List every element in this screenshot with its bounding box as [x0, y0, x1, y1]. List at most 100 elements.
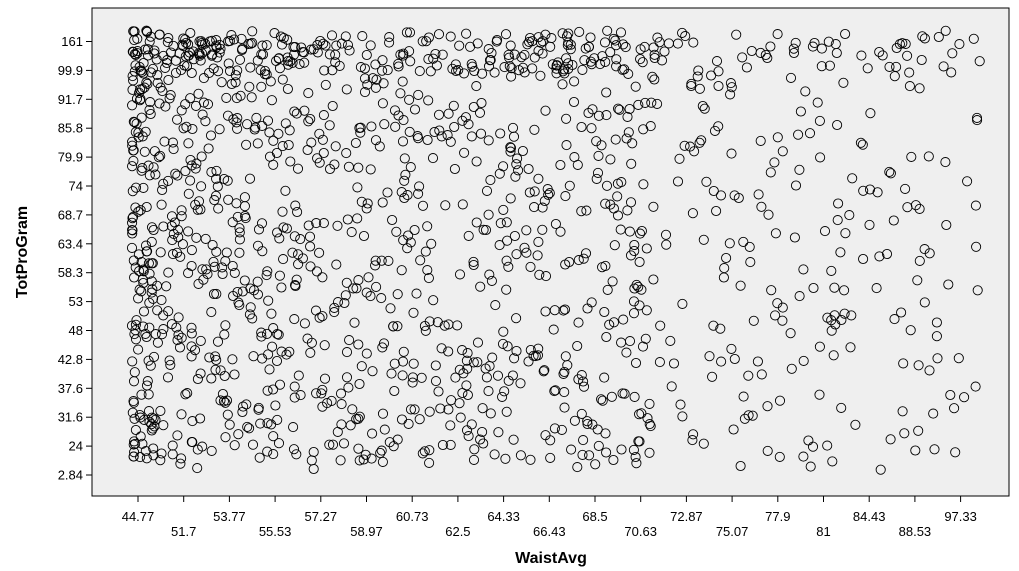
data-point: [845, 342, 856, 353]
data-point: [521, 247, 532, 258]
data-point: [183, 226, 194, 237]
data-point: [655, 320, 666, 331]
data-point: [900, 38, 911, 49]
data-point: [312, 153, 323, 164]
y-tick-label: 58.3: [58, 265, 83, 280]
data-point: [698, 438, 709, 449]
data-point: [601, 110, 612, 121]
data-point: [305, 44, 317, 55]
data-point: [145, 360, 156, 371]
data-point: [376, 445, 387, 456]
data-point: [635, 44, 646, 55]
data-point: [261, 270, 272, 281]
data-point: [652, 98, 663, 109]
data-point: [183, 188, 194, 199]
data-point: [597, 51, 608, 62]
data-point: [252, 289, 264, 300]
data-point: [494, 168, 505, 179]
data-point: [635, 228, 646, 239]
data-point: [342, 40, 354, 51]
data-point: [266, 419, 277, 430]
data-point: [824, 60, 835, 71]
data-point: [376, 293, 387, 304]
data-point: [281, 223, 292, 234]
data-point: [560, 191, 571, 202]
data-point: [686, 80, 697, 92]
data-point: [292, 163, 304, 174]
data-point: [148, 413, 159, 424]
data-point: [257, 353, 268, 364]
data-point: [423, 273, 434, 284]
data-point: [561, 113, 572, 124]
data-point: [159, 136, 170, 147]
data-point: [423, 54, 434, 65]
data-point: [679, 140, 690, 151]
data-point: [150, 414, 161, 425]
data-point: [127, 71, 138, 82]
data-point: [475, 128, 487, 139]
data-point: [433, 109, 445, 120]
data-point: [499, 386, 510, 397]
data-point: [162, 372, 174, 383]
data-point: [211, 42, 222, 53]
data-point: [152, 305, 163, 316]
data-point: [832, 119, 843, 131]
data-point: [739, 413, 750, 424]
data-point: [677, 27, 688, 38]
data-point: [713, 121, 724, 132]
data-point: [814, 115, 825, 126]
data-point: [130, 182, 142, 193]
data-point: [748, 315, 759, 326]
data-point: [608, 454, 619, 466]
data-point: [191, 232, 202, 243]
data-point: [649, 74, 660, 85]
data-point: [247, 26, 258, 37]
data-point: [501, 255, 512, 266]
data-point: [508, 434, 519, 445]
data-point: [649, 49, 660, 60]
data-point: [592, 424, 603, 435]
data-point: [605, 199, 616, 210]
data-point: [468, 357, 479, 368]
data-point: [505, 142, 517, 153]
data-point: [633, 436, 644, 447]
data-point: [378, 78, 389, 89]
data-point: [663, 38, 674, 49]
data-point: [970, 200, 981, 211]
y-tick-label: 2.84: [58, 468, 83, 483]
data-point: [318, 147, 329, 159]
data-point: [405, 404, 417, 415]
data-point: [176, 105, 187, 116]
data-point: [366, 453, 377, 464]
data-point: [516, 52, 527, 63]
data-point: [252, 276, 263, 287]
data-point: [968, 33, 979, 44]
data-point: [335, 455, 346, 466]
data-point: [511, 313, 522, 324]
data-point: [511, 159, 522, 170]
data-point: [399, 192, 410, 204]
data-point: [128, 255, 139, 266]
data-point: [856, 50, 867, 61]
data-point: [618, 314, 629, 325]
data-point: [160, 101, 171, 112]
data-point: [341, 148, 352, 159]
data-point: [950, 447, 961, 458]
data-point: [237, 406, 248, 418]
data-point: [409, 404, 420, 415]
data-point: [353, 275, 364, 286]
data-point: [565, 39, 576, 50]
data-point: [185, 27, 196, 39]
data-point: [314, 247, 325, 258]
data-point: [774, 451, 785, 462]
data-point: [305, 241, 316, 252]
data-point: [289, 392, 300, 403]
data-point: [900, 183, 911, 194]
data-point: [943, 279, 954, 290]
data-point: [884, 61, 895, 72]
y-tick-label: 63.4: [58, 236, 83, 251]
data-point: [763, 209, 774, 220]
data-point: [354, 455, 365, 466]
data-point: [402, 243, 413, 254]
data-point: [227, 217, 238, 228]
